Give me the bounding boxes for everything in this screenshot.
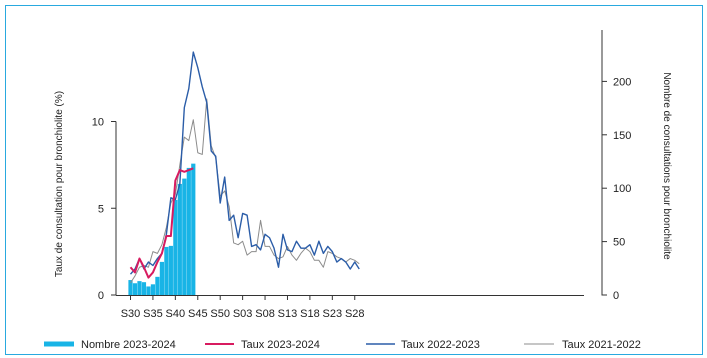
bar-S44: [191, 163, 196, 295]
bar-S34: [146, 286, 151, 295]
y-right-tick-label-150: 150: [613, 130, 631, 142]
x-tick-label-S40: S40: [166, 308, 186, 320]
bar-S42: [182, 178, 187, 295]
bar-S33: [141, 282, 147, 295]
bar-S39: [168, 245, 173, 295]
legend-label-2: Taux 2022-2023: [401, 339, 480, 351]
y-left-tick-label-0: 0: [98, 290, 104, 302]
x-tick-label-S35: S35: [143, 308, 163, 320]
bar-S40: [173, 199, 178, 295]
x-tick-label-S28: S28: [345, 308, 365, 320]
bar-S41: [177, 183, 182, 295]
bar-S31: [132, 283, 138, 295]
x-tick-label-S45: S45: [188, 308, 208, 320]
bar-S36: [155, 276, 160, 295]
legend-label-0: Nombre 2023-2024: [81, 339, 176, 351]
y-right-tick-label-200: 200: [613, 76, 631, 88]
bar-S43: [186, 167, 191, 295]
line-taux-2023-2024: [129, 167, 194, 279]
x-tick-label-S08: S08: [255, 308, 275, 320]
y-right-tick-label-50: 50: [613, 237, 625, 249]
legend-label-1: Taux 2023-2024: [241, 339, 320, 351]
legend: Nombre 2023-2024 Taux 2023-2024 Taux 2022-…: [44, 339, 641, 351]
bar-S32: [137, 281, 142, 295]
y-left-tick-label-10: 10: [92, 117, 104, 129]
line-taux-2022-2023: [129, 51, 360, 275]
x-tick-label-S50: S50: [210, 308, 230, 320]
bar-S38: [164, 246, 169, 295]
chart-frame: [5, 5, 703, 355]
x-tick-label-S30: S30: [121, 308, 141, 320]
x-tick-label-S13: S13: [278, 308, 298, 320]
y-right-tick-label-100: 100: [613, 183, 631, 195]
y-left-tick-label-5: 5: [98, 203, 104, 215]
bars-group: [128, 163, 196, 295]
y-axis-left-title: Taux de consultation pour bronchiolite (…: [54, 91, 65, 277]
x-tick-label-S18: S18: [300, 308, 320, 320]
lines-group: [129, 51, 360, 284]
bar-S35: [150, 284, 156, 295]
y-right-tick-label-0: 0: [613, 290, 619, 302]
x-tick-label-S23: S23: [323, 308, 343, 320]
x-tick-label-S03: S03: [233, 308, 253, 320]
bar-S37: [159, 261, 164, 295]
bar-S30: [128, 280, 133, 295]
y-axis-right-title: Nombre de consultations pour bronchiolit…: [661, 72, 672, 260]
legend-label-3: Taux 2021-2022: [562, 339, 641, 351]
